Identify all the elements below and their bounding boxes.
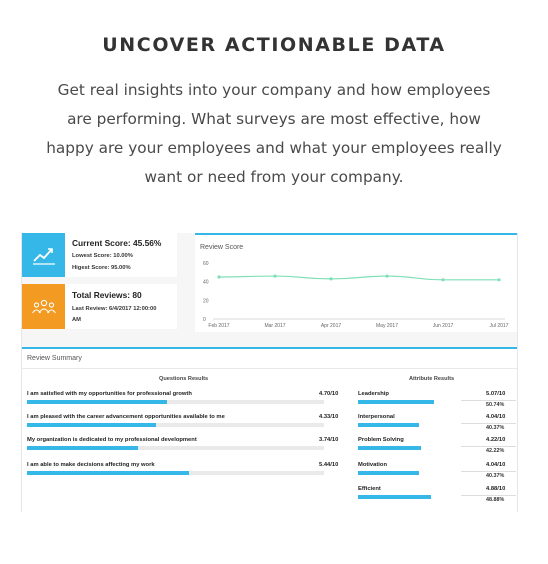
x-tick-label: Jun 2017 — [433, 323, 454, 329]
question-label: I am satisfied with my opportunities for… — [27, 391, 192, 397]
section-description: Get real insights into your company and … — [8, 76, 540, 192]
dashboard-screenshot: Current Score: 45.56% Lowest Score: 10.0… — [21, 233, 518, 512]
question-bar — [27, 423, 156, 427]
attribute-results-header: Attribute Results — [409, 376, 455, 382]
x-tick-label: Mar 2017 — [264, 323, 285, 329]
x-tick-label: May 2017 — [376, 323, 398, 329]
review-score-chart: Review Score 60 40 20 0 Feb 2017 Mar 2017 Apr … — [195, 233, 517, 332]
attribute-score: 4.88/10 — [486, 486, 506, 492]
question-label: I am pleased with the career advancement… — [27, 414, 225, 420]
divider — [461, 495, 516, 496]
data-point — [217, 275, 221, 279]
question-label: I am able to make decisions affecting my… — [27, 462, 155, 468]
y-tick-label: 60 — [203, 261, 209, 267]
data-point — [441, 278, 445, 282]
highest-score: Higest Score: 95.00% — [72, 265, 131, 271]
total-reviews-card: Total Reviews: 80 Last Review: 6/4/2017 … — [22, 284, 177, 329]
question-bar — [27, 471, 189, 475]
attribute-score: 4.22/10 — [486, 437, 506, 443]
attribute-label: Interpersonal — [358, 414, 395, 420]
question-score: 4.70/10 — [319, 391, 339, 397]
last-review: Last Review: 6/4/2017 12:00:00 — [72, 306, 157, 312]
data-point — [329, 277, 333, 281]
attribute-label: Efficient — [358, 486, 381, 492]
data-point — [385, 274, 389, 278]
attribute-score: 4.04/10 — [486, 462, 506, 468]
questions-results-header: Questions Results — [159, 376, 209, 382]
question-score: 5.44/10 — [319, 462, 339, 468]
divider — [461, 400, 516, 401]
attribute-bar — [358, 400, 434, 404]
question-label: My organization is dedicated to my profe… — [27, 437, 197, 443]
attribute-label: Motivation — [358, 462, 387, 468]
review-summary-panel: Review Summary Questions Results Attribu… — [21, 347, 518, 512]
attribute-score: 4.04/10 — [486, 414, 506, 420]
attribute-bar — [358, 423, 419, 427]
question-score: 4.33/10 — [319, 414, 339, 420]
attribute-percent: 50.74% — [486, 402, 505, 408]
attribute-percent: 42.22% — [486, 448, 505, 454]
attribute-percent: 48.88% — [486, 497, 505, 503]
x-tick-label: Feb 2017 — [208, 323, 229, 329]
attribute-percent: 40.37% — [486, 425, 505, 431]
y-tick-label: 40 — [203, 280, 209, 286]
chart-title: Review Score — [200, 244, 244, 251]
description-line: are performing. What surveys are most ef… — [67, 110, 481, 128]
divider — [461, 471, 516, 472]
summary-title: Review Summary — [27, 355, 82, 362]
last-review-suffix: AM — [72, 317, 82, 323]
section-headline: UNCOVER ACTIONABLE DATA — [102, 34, 446, 56]
people-group-icon — [22, 284, 65, 329]
attribute-score: 5.07/10 — [486, 391, 506, 397]
x-tick-label: Apr 2017 — [321, 323, 342, 329]
description-line: Get real insights into your company and … — [57, 81, 491, 99]
question-bar-track — [27, 400, 324, 404]
question-score: 3.74/10 — [319, 437, 339, 443]
current-score: Current Score: 45.56% — [72, 238, 162, 248]
data-point — [273, 274, 277, 278]
attribute-bar — [358, 471, 419, 475]
attribute-bar — [358, 495, 431, 499]
lowest-score: Lowest Score: 10.00% — [72, 253, 133, 259]
attribute-label: Problem Solving — [358, 437, 404, 443]
divider — [461, 423, 516, 424]
series-line — [218, 275, 499, 281]
x-tick-label: Jul 2017 — [490, 323, 509, 329]
description-line: want or need from your company. — [144, 168, 404, 186]
question-bar — [27, 400, 167, 404]
question-bar-track — [27, 423, 324, 427]
trend-chart-icon — [22, 233, 65, 277]
description-line: happy are your employees and what your e… — [46, 139, 502, 157]
attribute-percent: 40.37% — [486, 473, 505, 479]
attribute-label: Leadership — [358, 391, 389, 397]
total-reviews: Total Reviews: 80 — [72, 290, 142, 300]
question-bar-track — [27, 446, 324, 450]
divider — [21, 368, 518, 369]
y-tick-label: 0 — [203, 317, 206, 323]
data-point — [497, 278, 501, 282]
attribute-bar — [358, 446, 421, 450]
y-tick-label: 20 — [203, 298, 209, 304]
current-score-card: Current Score: 45.56% Lowest Score: 10.0… — [22, 233, 177, 277]
question-bar — [27, 446, 138, 450]
divider — [461, 446, 516, 447]
